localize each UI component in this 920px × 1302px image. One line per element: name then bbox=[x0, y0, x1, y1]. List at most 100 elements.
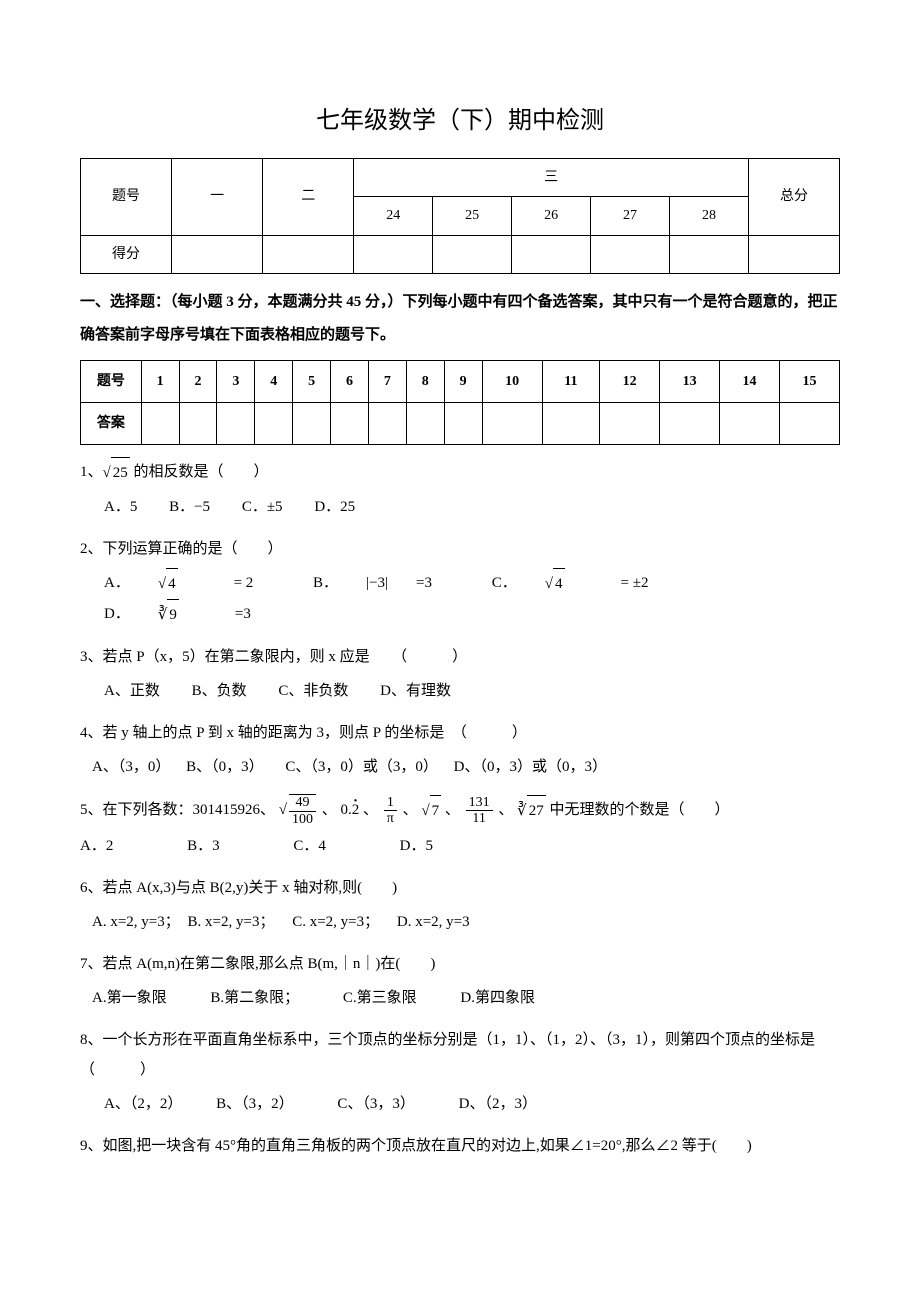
q5-sep3: 、 bbox=[403, 802, 418, 818]
q8-optA: A、（2，2） bbox=[104, 1089, 182, 1119]
answer-row-label: 答案 bbox=[81, 402, 142, 444]
q5-sep5: 、 bbox=[498, 802, 513, 818]
sqrt-25: 25 bbox=[103, 457, 130, 488]
q5-optA: A．2 bbox=[80, 831, 113, 861]
question-5: 5、在下列各数：301415926、 √49100 、 0.2 、 1π 、 7… bbox=[80, 794, 840, 827]
answer-cell bbox=[482, 402, 542, 444]
sqrt-7: 7 bbox=[421, 795, 441, 826]
answer-num: 8 bbox=[406, 360, 444, 402]
score-row-label: 得分 bbox=[81, 235, 172, 273]
answer-cell bbox=[217, 402, 255, 444]
q4-options: A、（3，0） B、（0，3） C、（3，0）或（3，0） D、（0，3）或（0… bbox=[92, 752, 840, 782]
q7-options: A.第一象限 B.第二象限； C.第三象限 D.第四象限 bbox=[92, 983, 840, 1013]
score-sub-28: 28 bbox=[669, 197, 748, 235]
section-1-heading: 一、选择题：（每小题 3 分，本题满分共 45 分，）下列每小题中有四个备选答案… bbox=[80, 286, 840, 352]
question-9: 9、如图,把一块含有 45°角的直角三角板的两个顶点放在直尺的对边上,如果∠1=… bbox=[80, 1131, 840, 1161]
answer-cell bbox=[660, 402, 720, 444]
score-cell bbox=[591, 235, 670, 273]
answer-table: 题号 1 2 3 4 5 6 7 8 9 10 11 12 13 14 15 答… bbox=[80, 360, 840, 445]
q7-optB: B.第二象限； bbox=[210, 983, 299, 1013]
answer-cell bbox=[780, 402, 840, 444]
q7-optC: C.第三象限 bbox=[343, 983, 417, 1013]
q2-optC: C．4 = ±2 bbox=[492, 568, 677, 599]
answer-cell bbox=[444, 402, 482, 444]
q2-optD: D．9 =3 bbox=[104, 599, 279, 630]
answer-num: 5 bbox=[293, 360, 331, 402]
q1-mid: 的相反数是（ ） bbox=[130, 464, 269, 480]
q2-optA: A．4 = 2 bbox=[104, 568, 281, 599]
q4-optB: B、（0，3） bbox=[186, 752, 264, 782]
q3-optB: B、负数 bbox=[192, 676, 247, 706]
q3-optA: A、正数 bbox=[104, 676, 160, 706]
cbrt-27: 27 bbox=[517, 795, 546, 826]
score-cell bbox=[748, 235, 839, 273]
q3-optC: C、非负数 bbox=[278, 676, 348, 706]
sqrt-frac-49-100: √ bbox=[279, 802, 287, 818]
q1-optB: B．−5 bbox=[169, 492, 210, 522]
q8-optC: C、（3，3） bbox=[337, 1089, 415, 1119]
answer-num: 1 bbox=[141, 360, 179, 402]
score-head-3: 三 bbox=[354, 159, 749, 197]
q5-optB: B．3 bbox=[187, 831, 220, 861]
question-2: 2、下列运算正确的是（ ） bbox=[80, 534, 840, 564]
q1-prefix: 1、 bbox=[80, 464, 103, 480]
answer-num: 14 bbox=[720, 360, 780, 402]
answer-cell bbox=[406, 402, 444, 444]
q5-sep2: 、 bbox=[363, 802, 378, 818]
answer-cell bbox=[179, 402, 217, 444]
answer-cell bbox=[542, 402, 600, 444]
q8-optD: D、（2，3） bbox=[459, 1089, 537, 1119]
score-cell bbox=[263, 235, 354, 273]
q1-optC: C．±5 bbox=[242, 492, 283, 522]
q8-optB: B、（3，2） bbox=[216, 1089, 294, 1119]
q7-optD: D.第四象限 bbox=[460, 983, 535, 1013]
score-sub-27: 27 bbox=[591, 197, 670, 235]
score-sub-25: 25 bbox=[433, 197, 512, 235]
frac-1-pi: 1π bbox=[384, 795, 397, 827]
score-table: 题号 一 二 三 总分 24 25 26 27 28 得分 bbox=[80, 158, 840, 274]
answer-head-label: 题号 bbox=[81, 360, 142, 402]
q4-optA: A、（3，0） bbox=[92, 752, 170, 782]
frac-49-100: 49100 bbox=[289, 794, 316, 827]
answer-num: 15 bbox=[780, 360, 840, 402]
answer-num: 11 bbox=[542, 360, 600, 402]
answer-num: 2 bbox=[179, 360, 217, 402]
q8-options: A、（2，2） B、（3，2） C、（3，3） D、（2，3） bbox=[104, 1089, 840, 1119]
q4-optD: D、（0，3）或（0，3） bbox=[454, 752, 607, 782]
q6-optB: B. x=2, y=3； bbox=[188, 907, 275, 937]
q6-optC: C. x=2, y=3； bbox=[292, 907, 379, 937]
q6-optD: D. x=2, y=3 bbox=[397, 907, 470, 937]
score-sub-24: 24 bbox=[354, 197, 433, 235]
answer-cell bbox=[255, 402, 293, 444]
answer-num: 10 bbox=[482, 360, 542, 402]
q4-optC: C、（3，0）或（3，0） bbox=[285, 752, 438, 782]
sqrt-4a: 4 bbox=[158, 568, 206, 599]
q1-options: A．5 B．−5 C．±5 D．25 bbox=[104, 492, 840, 522]
score-cell bbox=[172, 235, 263, 273]
q5-optC: C．4 bbox=[293, 831, 326, 861]
score-head-1: 一 bbox=[172, 159, 263, 235]
sqrt-4c: 4 bbox=[545, 568, 593, 599]
answer-num: 13 bbox=[660, 360, 720, 402]
q5-sep4: 、 bbox=[445, 802, 460, 818]
score-cell bbox=[669, 235, 748, 273]
score-cell bbox=[433, 235, 512, 273]
answer-cell bbox=[368, 402, 406, 444]
score-head-total: 总分 bbox=[748, 159, 839, 235]
q1-optA: A．5 bbox=[104, 492, 137, 522]
frac-131-11: 13111 bbox=[466, 795, 493, 827]
answer-num: 4 bbox=[255, 360, 293, 402]
score-cell bbox=[354, 235, 433, 273]
q3-optD: D、有理数 bbox=[380, 676, 451, 706]
answer-num: 6 bbox=[331, 360, 369, 402]
question-4: 4、若 y 轴上的点 P 到 x 轴的距离为 3，则点 P 的坐标是 （ ） bbox=[80, 718, 840, 748]
question-3: 3、若点 P（x，5）在第二象限内，则 x 应是 （ ） bbox=[80, 642, 840, 672]
answer-cell bbox=[600, 402, 660, 444]
answer-cell bbox=[720, 402, 780, 444]
q7-optA: A.第一象限 bbox=[92, 983, 167, 1013]
question-7: 7、若点 A(m,n)在第二象限,那么点 B(m,｜n｜)在( ) bbox=[80, 949, 840, 979]
question-1: 1、25 的相反数是（ ） bbox=[80, 457, 840, 488]
q2-options: A．4 = 2 B．|−3|=3 C．4 = ±2 D．9 =3 bbox=[104, 568, 840, 630]
q5-optD: D．5 bbox=[400, 831, 433, 861]
score-sub-26: 26 bbox=[512, 197, 591, 235]
